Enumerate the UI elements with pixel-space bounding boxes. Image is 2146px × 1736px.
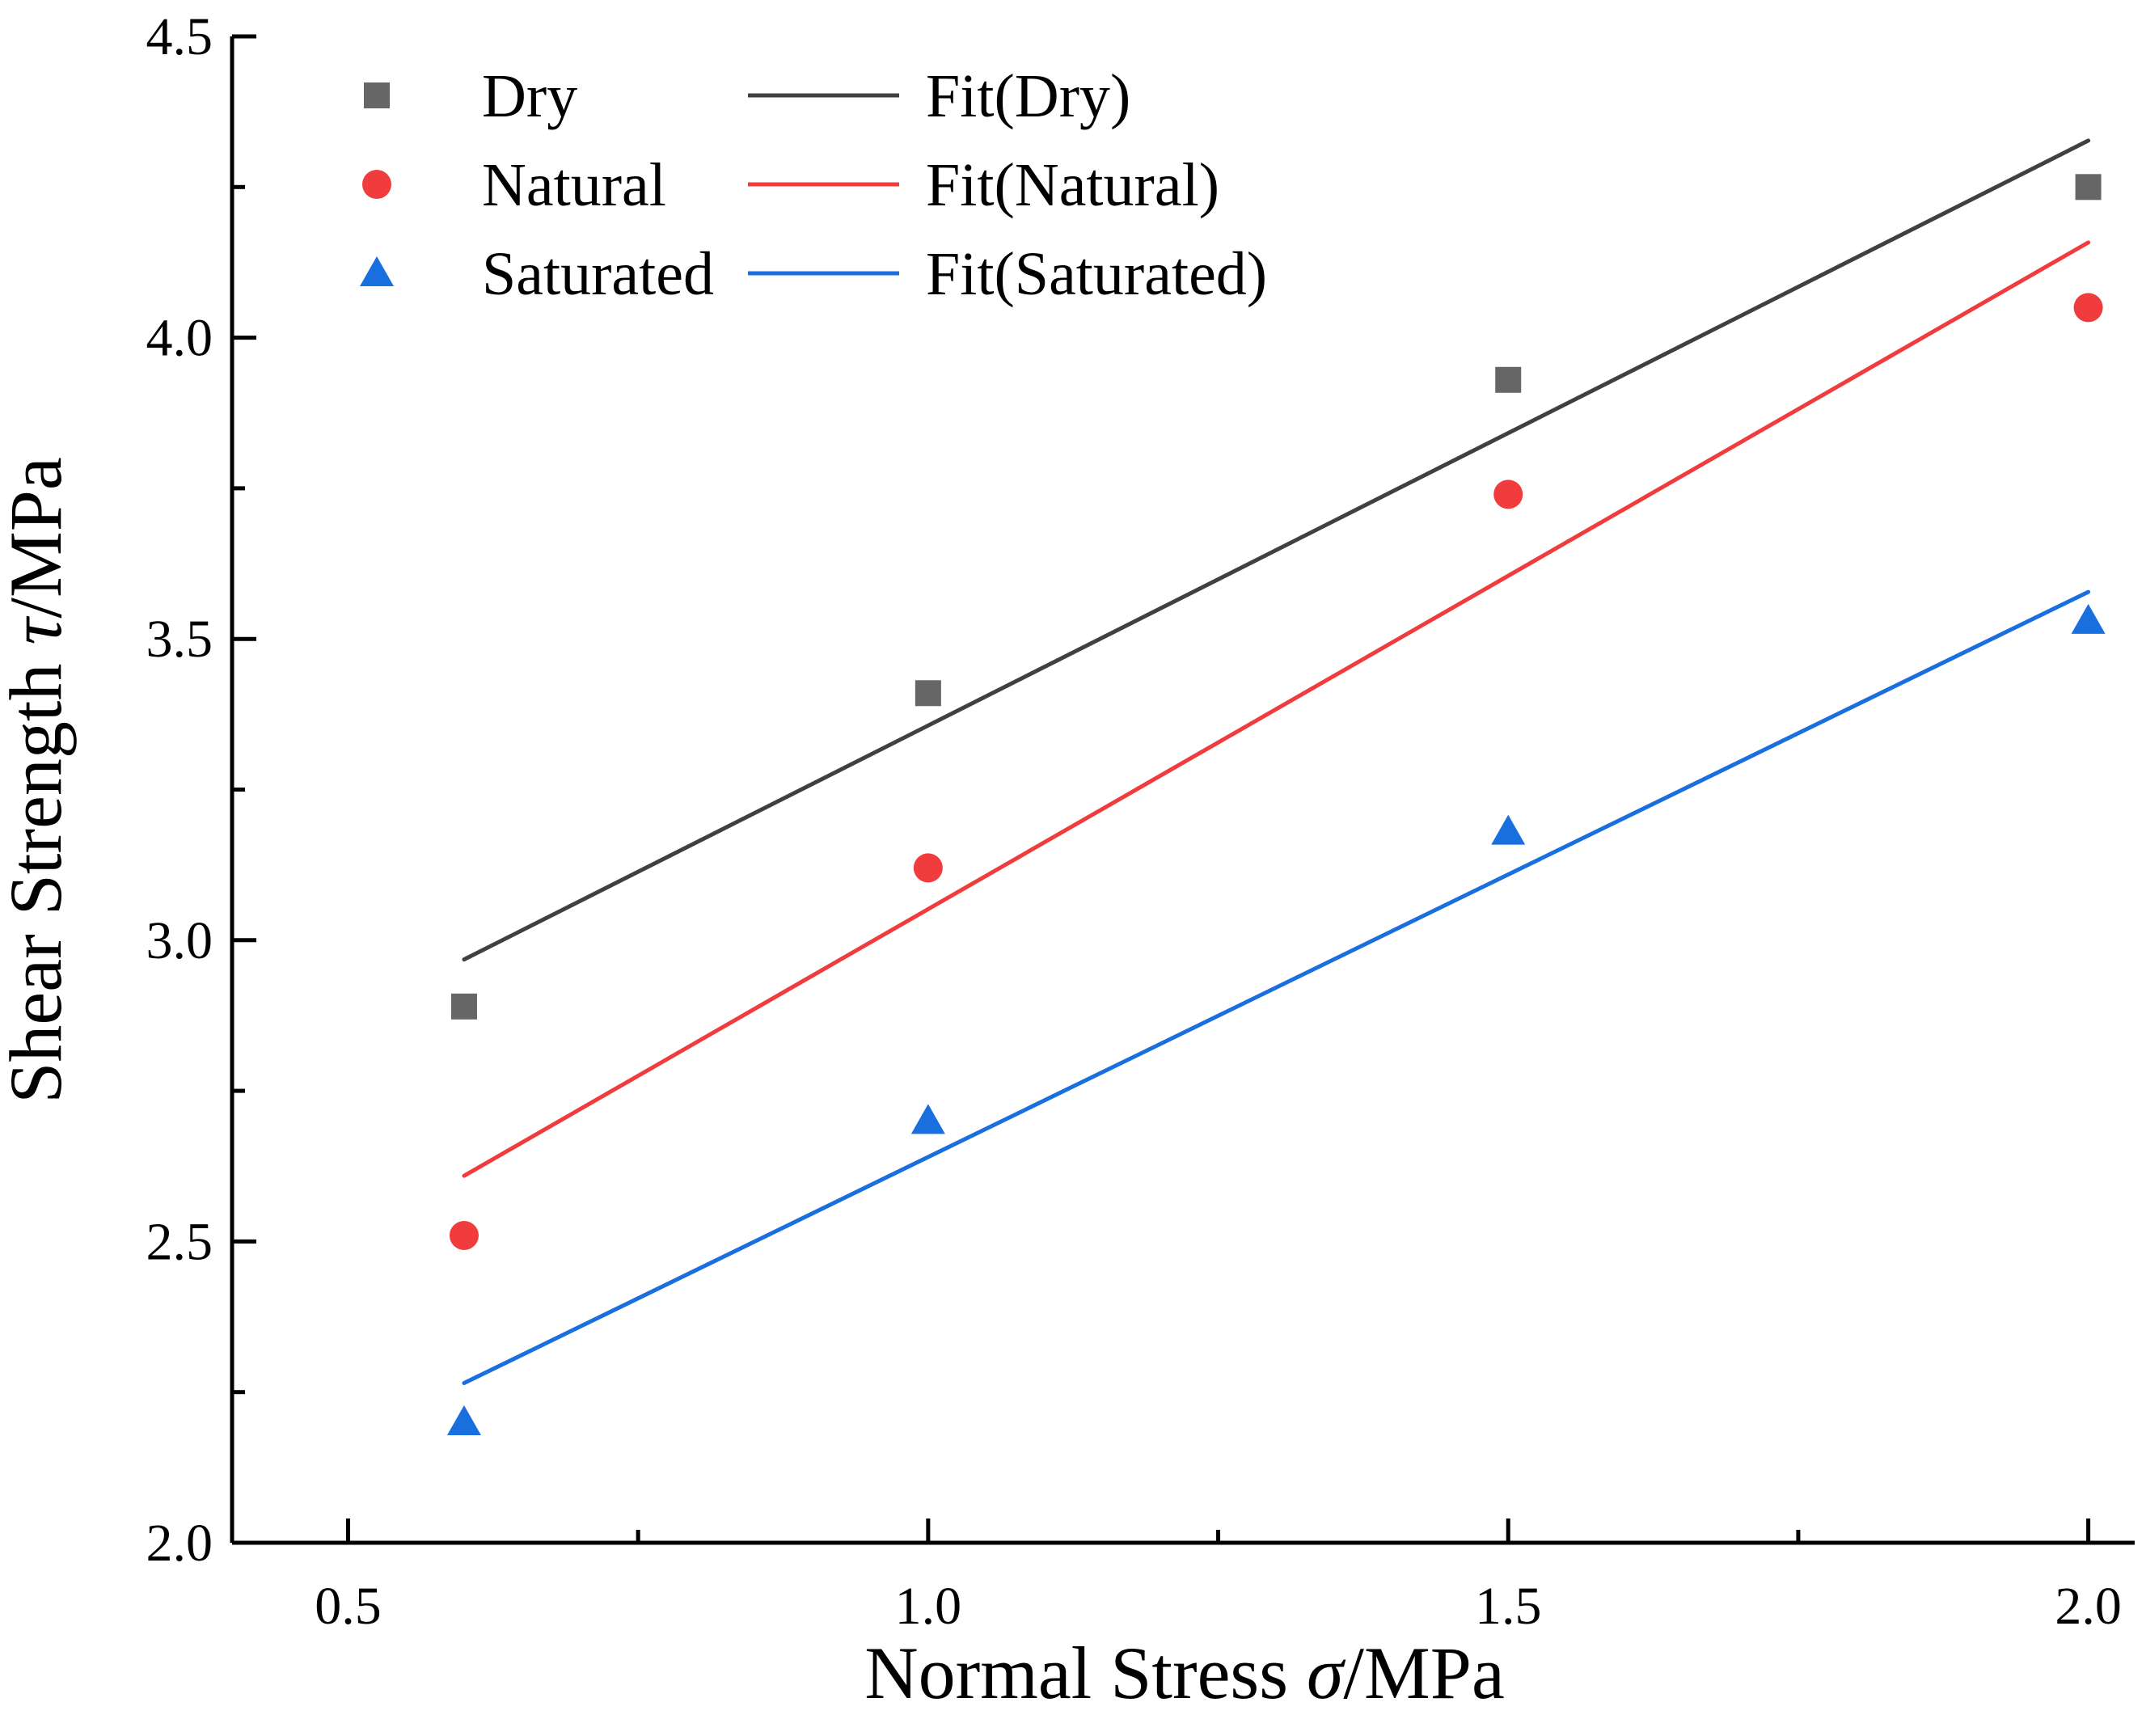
legend-label: Saturated (482, 240, 714, 308)
legend-marker (364, 82, 390, 108)
legend-label: Fit(Natural) (926, 151, 1219, 219)
data-point (1493, 479, 1523, 509)
y-axis-title: Shear Strength τ/MPa (0, 457, 77, 1104)
y-tick-label: 4.5 (146, 7, 213, 66)
y-tick-label: 3.5 (146, 610, 213, 669)
x-tick-label: 1.5 (1475, 1577, 1542, 1636)
x-tick-label: 1.0 (895, 1577, 962, 1636)
y-axis-title-text: Shear Strength (0, 664, 77, 1104)
data-point (2071, 603, 2106, 634)
legend-label: Dry (482, 62, 577, 130)
data-point (1491, 814, 1526, 845)
y-tick-label: 4.0 (146, 309, 213, 368)
x-axis-symbol: σ (1307, 1632, 1346, 1714)
fit-line (462, 138, 2091, 962)
data-point (1495, 366, 1522, 393)
legend-marker (360, 256, 394, 286)
x-axis-unit: /MPa (1343, 1632, 1504, 1714)
y-tick-label: 3.0 (146, 911, 213, 970)
legend-marker (362, 170, 391, 199)
x-axis-title-text: Normal Stress (864, 1632, 1288, 1714)
fit-lines (462, 138, 2091, 1386)
legend: Dry Natural Saturated Fit(Dry) Fit(Natural) F… (360, 62, 1267, 308)
x-tick-label: 0.5 (315, 1577, 382, 1636)
legend-label: Natural (482, 151, 666, 219)
x-axis-title: Normal Stress σ/MPa (864, 1632, 1505, 1714)
y-axis-unit: /MPa (0, 457, 77, 618)
data-point (913, 853, 943, 883)
data-point (2075, 174, 2102, 201)
fit-line (462, 240, 2091, 1178)
data-point (450, 993, 477, 1020)
data-point (910, 1104, 945, 1134)
legend-label: Fit(Saturated) (926, 240, 1267, 308)
y-tick-label: 2.5 (146, 1212, 213, 1271)
data-point (449, 1220, 479, 1250)
legend-label: Fit(Dry) (926, 62, 1130, 130)
y-tick-label: 2.0 (146, 1514, 213, 1573)
data-point (2073, 293, 2103, 323)
axes: 0.5 1.0 1.5 2.0 2.0 2.5 3.0 3.5 4.0 4.5 (146, 7, 2135, 1636)
data-markers (446, 174, 2106, 1435)
data-point (915, 680, 941, 707)
fit-line (462, 589, 2091, 1386)
y-axis-symbol: τ (0, 616, 77, 645)
data-point (446, 1404, 481, 1435)
x-tick-label: 2.0 (2055, 1577, 2122, 1636)
